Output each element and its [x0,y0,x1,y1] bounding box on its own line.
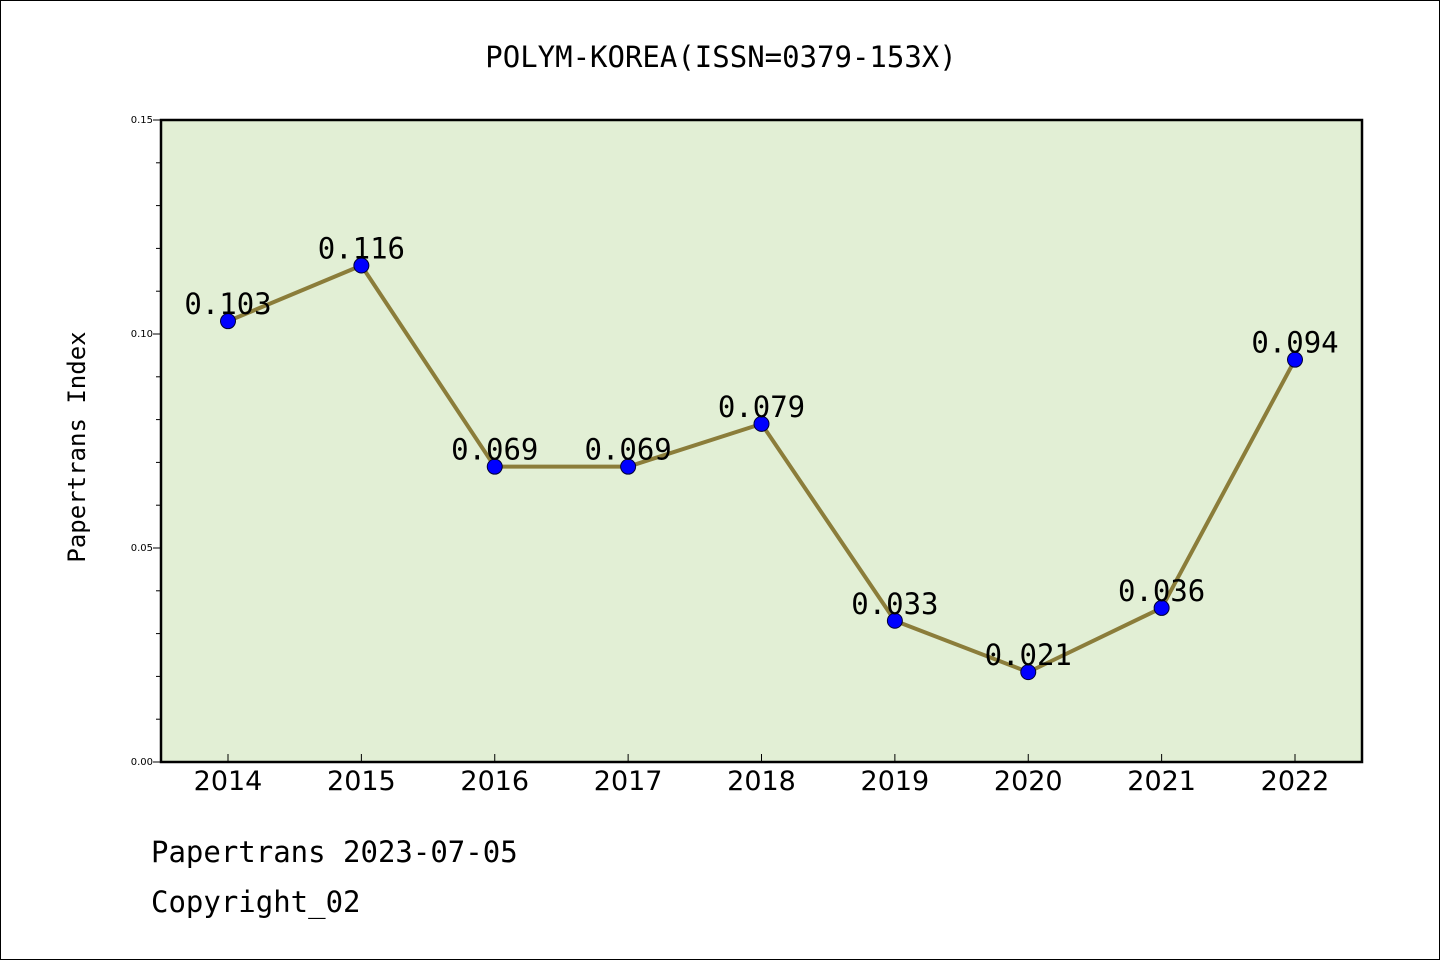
chart-title: POLYM-KOREA(ISSN=0379-153X) [485,40,956,74]
x-tick-label: 2018 [727,766,796,797]
x-tick-label: 2019 [861,766,930,797]
data-label: 0.116 [318,232,405,266]
y-tick-label: 0.05 [131,543,153,554]
y-tick-label: 0.15 [131,115,153,126]
data-point [486,458,503,475]
x-tick-label: 2014 [194,766,263,797]
data-label: 0.103 [184,287,271,321]
data-point [753,415,770,432]
data-label: 0.069 [584,433,671,467]
plot-area [159,118,1364,764]
x-tick-label: 2015 [327,766,396,797]
data-label: 0.036 [1118,574,1205,608]
y-tick-label: 0.00 [131,757,153,768]
data-point [353,257,370,274]
data-point [1287,351,1303,368]
data-labels: 0.103 0.116 0.069 0.069 0.079 0.033 0.021 0.036… [184,232,1338,673]
footer-source: Papertrans 2023-07-05 [151,835,518,869]
data-point [1020,664,1037,681]
data-label: 0.094 [1251,326,1338,360]
x-tick-label: 2021 [1127,766,1196,797]
y-axis-label: Papertrans Index [63,331,91,562]
x-tick-label: 2017 [594,766,663,797]
data-label: 0.021 [985,638,1072,672]
data-label: 0.069 [451,433,538,467]
data-label: 0.079 [718,390,805,424]
x-tick-label: 2016 [460,766,529,797]
data-markers [220,257,1303,681]
data-point [886,612,903,629]
x-axis-ticks: 2014 2015 2016 2017 2018 2019 2020 2021 2022 [194,754,1330,797]
footer-copyright: Copyright_02 [151,885,361,919]
data-point [220,313,236,330]
data-label: 0.033 [851,587,938,621]
y-axis-ticks: 0.00 0.05 0.10 0.15 [131,115,161,768]
data-point [1153,599,1170,616]
x-tick-label: 2020 [994,766,1063,797]
x-tick-label: 2022 [1261,766,1330,797]
data-point [620,458,637,475]
y-tick-label: 0.10 [131,329,153,340]
